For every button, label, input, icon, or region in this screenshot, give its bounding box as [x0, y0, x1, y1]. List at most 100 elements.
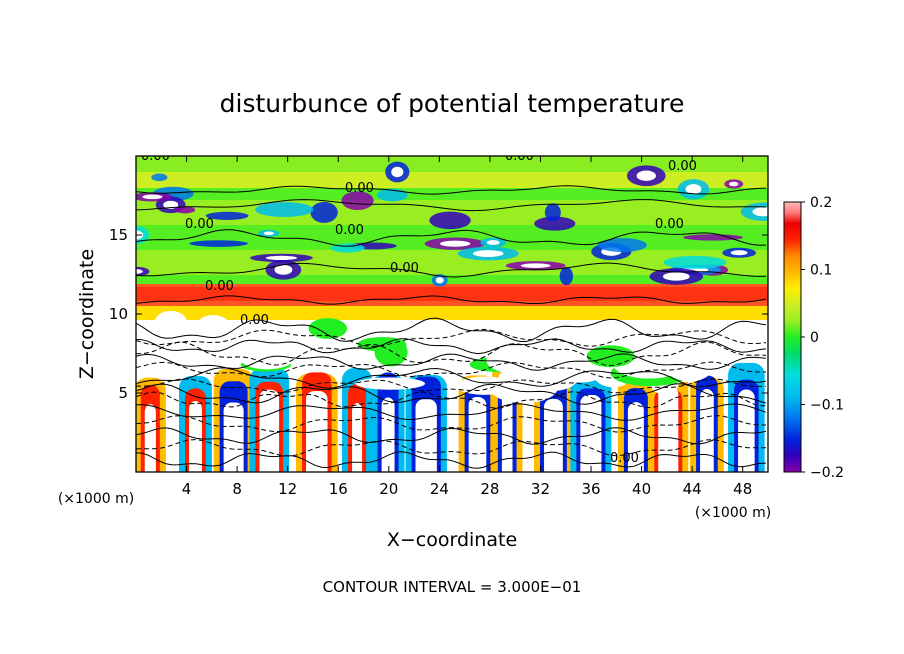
- contour-line: [136, 353, 767, 371]
- column-core: [259, 389, 280, 472]
- mid-blob: [455, 376, 514, 395]
- x-unit-left: (×1000 m): [58, 491, 134, 507]
- contour-label: 0.00: [335, 223, 364, 238]
- x-unit-right: (×1000 m): [695, 505, 771, 521]
- x-tick-label: 32: [531, 480, 550, 498]
- mid-blob: [154, 310, 188, 336]
- x-tick-label: 8: [232, 480, 242, 498]
- contour-line: [136, 328, 767, 347]
- anomaly-blob: [534, 216, 576, 231]
- y-tick-label: 15: [109, 226, 128, 244]
- x-tick-label: 40: [632, 480, 651, 498]
- contour-line: [136, 391, 767, 409]
- colorbar-tick-label: 0.1: [810, 263, 832, 279]
- anomaly-core: [728, 181, 739, 187]
- column-core: [501, 389, 513, 472]
- anomaly-blob: [429, 211, 471, 230]
- column-core: [700, 388, 714, 472]
- mid-blob: [355, 377, 425, 390]
- colorbar-gradient: [783, 201, 802, 473]
- colorbar-tick-label: −0.2: [810, 465, 844, 481]
- mid-blob: [558, 365, 603, 383]
- anomaly-blob: [189, 240, 248, 247]
- column-core: [658, 386, 679, 472]
- contour-label: 0.00: [610, 451, 639, 466]
- anomaly-core: [136, 269, 143, 274]
- contour-label: 0.00: [240, 313, 269, 328]
- anomaly-core: [439, 240, 471, 247]
- anomaly-core: [263, 231, 275, 236]
- anomaly-core: [472, 250, 504, 257]
- mid-blob: [315, 343, 359, 361]
- x-axis-label: X−coordinate: [387, 529, 517, 551]
- y-tick-label: 5: [118, 384, 128, 402]
- contour-line: [136, 185, 767, 195]
- colorbar-ticks: 0.2 0.1 0 −0.1 −0.2: [801, 195, 844, 481]
- contour-label: 0.00: [185, 217, 214, 232]
- y-axis-label: Z−coordinate: [76, 249, 98, 379]
- x-tick-label: 36: [581, 480, 600, 498]
- contour-label: 0.00: [505, 149, 534, 164]
- contour-line: [136, 427, 767, 445]
- anomaly-blob: [255, 202, 314, 218]
- mid-blob: [486, 346, 554, 375]
- x-axis: 4 8 12 16 20 24 28 32 36 40 44 48: [182, 156, 752, 498]
- contour-line: [136, 338, 767, 355]
- anomaly-core: [265, 255, 298, 261]
- contour-label: 0.00: [390, 261, 419, 276]
- x-tick-label: 28: [480, 480, 499, 498]
- x-tick-label: 44: [683, 480, 702, 498]
- anomaly-core: [486, 240, 500, 245]
- x-tick-label: 12: [278, 480, 297, 498]
- x-tick-label: 24: [430, 480, 449, 498]
- mid-blob: [308, 318, 348, 339]
- mid-blob: [145, 346, 194, 361]
- colorbar-tick-label: 0.2: [810, 195, 832, 211]
- contour-line: [136, 295, 767, 305]
- contour-lines: 0.00 0.00 0.00 0.00 0.00 0.00 0.00 0.00 0.00 0.00…: [136, 149, 767, 469]
- anomaly-core: [752, 207, 768, 217]
- anomaly-blob: [683, 234, 743, 241]
- chart-title: disturbunce of potential temperature: [220, 89, 685, 118]
- contour-line: [136, 415, 766, 433]
- contour-line: [136, 439, 767, 457]
- anomaly-blob: [310, 201, 338, 223]
- anomaly-core: [391, 166, 404, 178]
- contour-line: [136, 451, 767, 469]
- y-axis: 5 10 15: [109, 226, 768, 402]
- anomaly-blob: [597, 238, 647, 253]
- contour-line: [136, 317, 767, 342]
- anomaly-blob: [175, 206, 196, 214]
- anomaly-core: [274, 264, 293, 275]
- column-core: [468, 396, 487, 472]
- contour-line: [136, 229, 767, 247]
- anomaly-core: [142, 194, 163, 200]
- anomaly-core: [636, 170, 656, 181]
- anomaly-blob: [151, 173, 168, 182]
- contour-label: 0.00: [345, 181, 374, 196]
- x-tick-label: 16: [329, 480, 348, 498]
- column-core: [580, 395, 602, 472]
- column-core: [144, 404, 156, 472]
- mid-blob: [241, 349, 294, 370]
- anomaly-core: [520, 263, 551, 268]
- x-tick-label: 48: [733, 480, 752, 498]
- contour-line: [136, 341, 767, 367]
- mid-blob: [180, 328, 242, 359]
- anomaly-blob: [205, 211, 249, 220]
- column-core: [188, 401, 202, 472]
- anomaly-core: [662, 272, 690, 281]
- anomaly-blob: [376, 188, 408, 202]
- column-core: [352, 402, 363, 472]
- contour-line: [136, 262, 767, 278]
- colorbar: 0.2 0.1 0 −0.1 −0.2: [783, 195, 844, 481]
- contour-line: [136, 378, 766, 394]
- anomaly-blob: [559, 266, 573, 286]
- contour-line: [136, 383, 767, 405]
- anomaly-core: [435, 277, 444, 284]
- anomaly-core: [730, 250, 748, 256]
- x-tick-label: 4: [182, 480, 192, 498]
- column-core: [544, 398, 563, 472]
- mid-blob: [374, 337, 408, 367]
